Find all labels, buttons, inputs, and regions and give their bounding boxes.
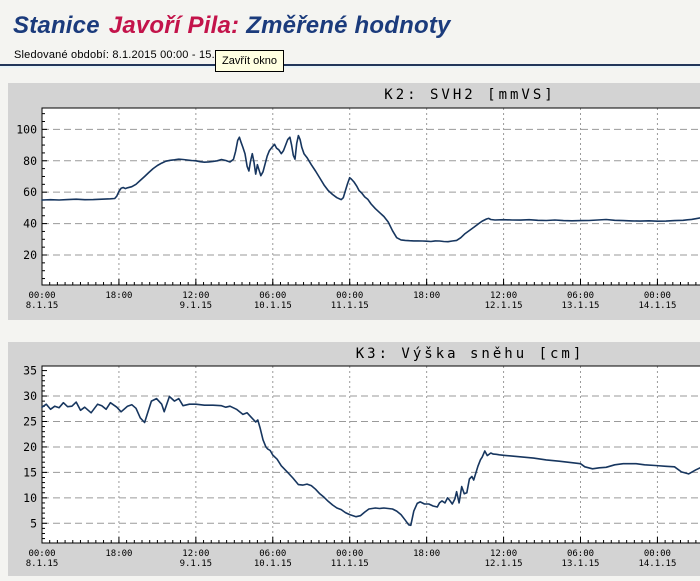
svg-text:00:00: 00:00 (644, 549, 671, 559)
svg-text:00:00: 00:00 (28, 549, 55, 559)
svg-text:06:00: 06:00 (567, 549, 594, 559)
svg-text:14.1.15: 14.1.15 (638, 301, 676, 311)
page-title-suffix: Změřené hodnoty (246, 12, 451, 39)
svg-text:60: 60 (23, 185, 37, 199)
svg-text:9.1.15: 9.1.15 (180, 559, 213, 569)
svg-text:20: 20 (23, 248, 37, 262)
svg-text:00:00: 00:00 (644, 291, 671, 301)
svg-text:12:00: 12:00 (182, 549, 209, 559)
svg-text:06:00: 06:00 (567, 291, 594, 301)
page-title-station-name: Javoří Pila: (108, 12, 240, 39)
svg-text:12.1.15: 12.1.15 (485, 301, 523, 311)
svg-text:06:00: 06:00 (259, 291, 286, 301)
svg-text:18:00: 18:00 (105, 291, 132, 301)
header-divider (0, 64, 700, 68)
svg-text:00:00: 00:00 (336, 549, 363, 559)
svg-text:100: 100 (16, 122, 37, 136)
svg-text:15: 15 (23, 465, 37, 479)
chart-k2-title: K2: SVH2 [mmVS] (384, 87, 556, 103)
svg-text:11.1.15: 11.1.15 (331, 559, 369, 569)
svg-text:9.1.15: 9.1.15 (180, 301, 213, 311)
svg-text:13.1.15: 13.1.15 (562, 301, 600, 311)
svg-text:12.1.15: 12.1.15 (485, 559, 523, 569)
svg-text:12:00: 12:00 (182, 291, 209, 301)
svg-text:12:00: 12:00 (490, 549, 517, 559)
svg-text:80: 80 (23, 154, 37, 168)
svg-text:11.1.15: 11.1.15 (331, 301, 369, 311)
observation-period: Sledované období: 8.1.2015 00:00 - 15.1.… (14, 49, 282, 61)
svg-text:12:00: 12:00 (490, 291, 517, 301)
svg-text:8.1.15: 8.1.15 (26, 301, 59, 311)
svg-text:8.1.15: 8.1.15 (26, 559, 59, 569)
svg-text:5: 5 (30, 516, 37, 530)
svg-text:18:00: 18:00 (413, 291, 440, 301)
svg-text:14.1.15: 14.1.15 (638, 559, 676, 569)
svg-text:40: 40 (23, 217, 37, 231)
svg-text:00:00: 00:00 (28, 291, 55, 301)
chart-k2-panel: 20 40 60 80 100 00:00 8.1.15 18:00 12:00 9.1.15 06… (8, 83, 700, 320)
svg-text:18:00: 18:00 (413, 549, 440, 559)
close-window-tooltip: Zavřít okno (215, 50, 285, 72)
svg-text:20: 20 (23, 440, 37, 454)
svg-text:10: 10 (23, 491, 37, 505)
page-title: Stanice Javoří Pila: Změřené hodnoty (13, 12, 451, 40)
svg-text:00:00: 00:00 (336, 291, 363, 301)
svg-text:10.1.15: 10.1.15 (254, 301, 292, 311)
chart-k3-title: K3: Výška sněhu [cm] (355, 346, 585, 362)
svg-text:25: 25 (23, 414, 37, 428)
svg-text:18:00: 18:00 (105, 549, 132, 559)
svg-text:13.1.15: 13.1.15 (562, 559, 600, 569)
page-title-station-label: Stanice (13, 12, 100, 39)
svg-text:06:00: 06:00 (259, 549, 286, 559)
svg-text:10.1.15: 10.1.15 (254, 559, 292, 569)
svg-text:35: 35 (23, 364, 37, 378)
svg-text:30: 30 (23, 389, 37, 403)
chart-k3-panel: 5 10 15 20 25 30 35 00:00 8.1.15 18:00 12:00 9.1.15… (8, 342, 700, 576)
